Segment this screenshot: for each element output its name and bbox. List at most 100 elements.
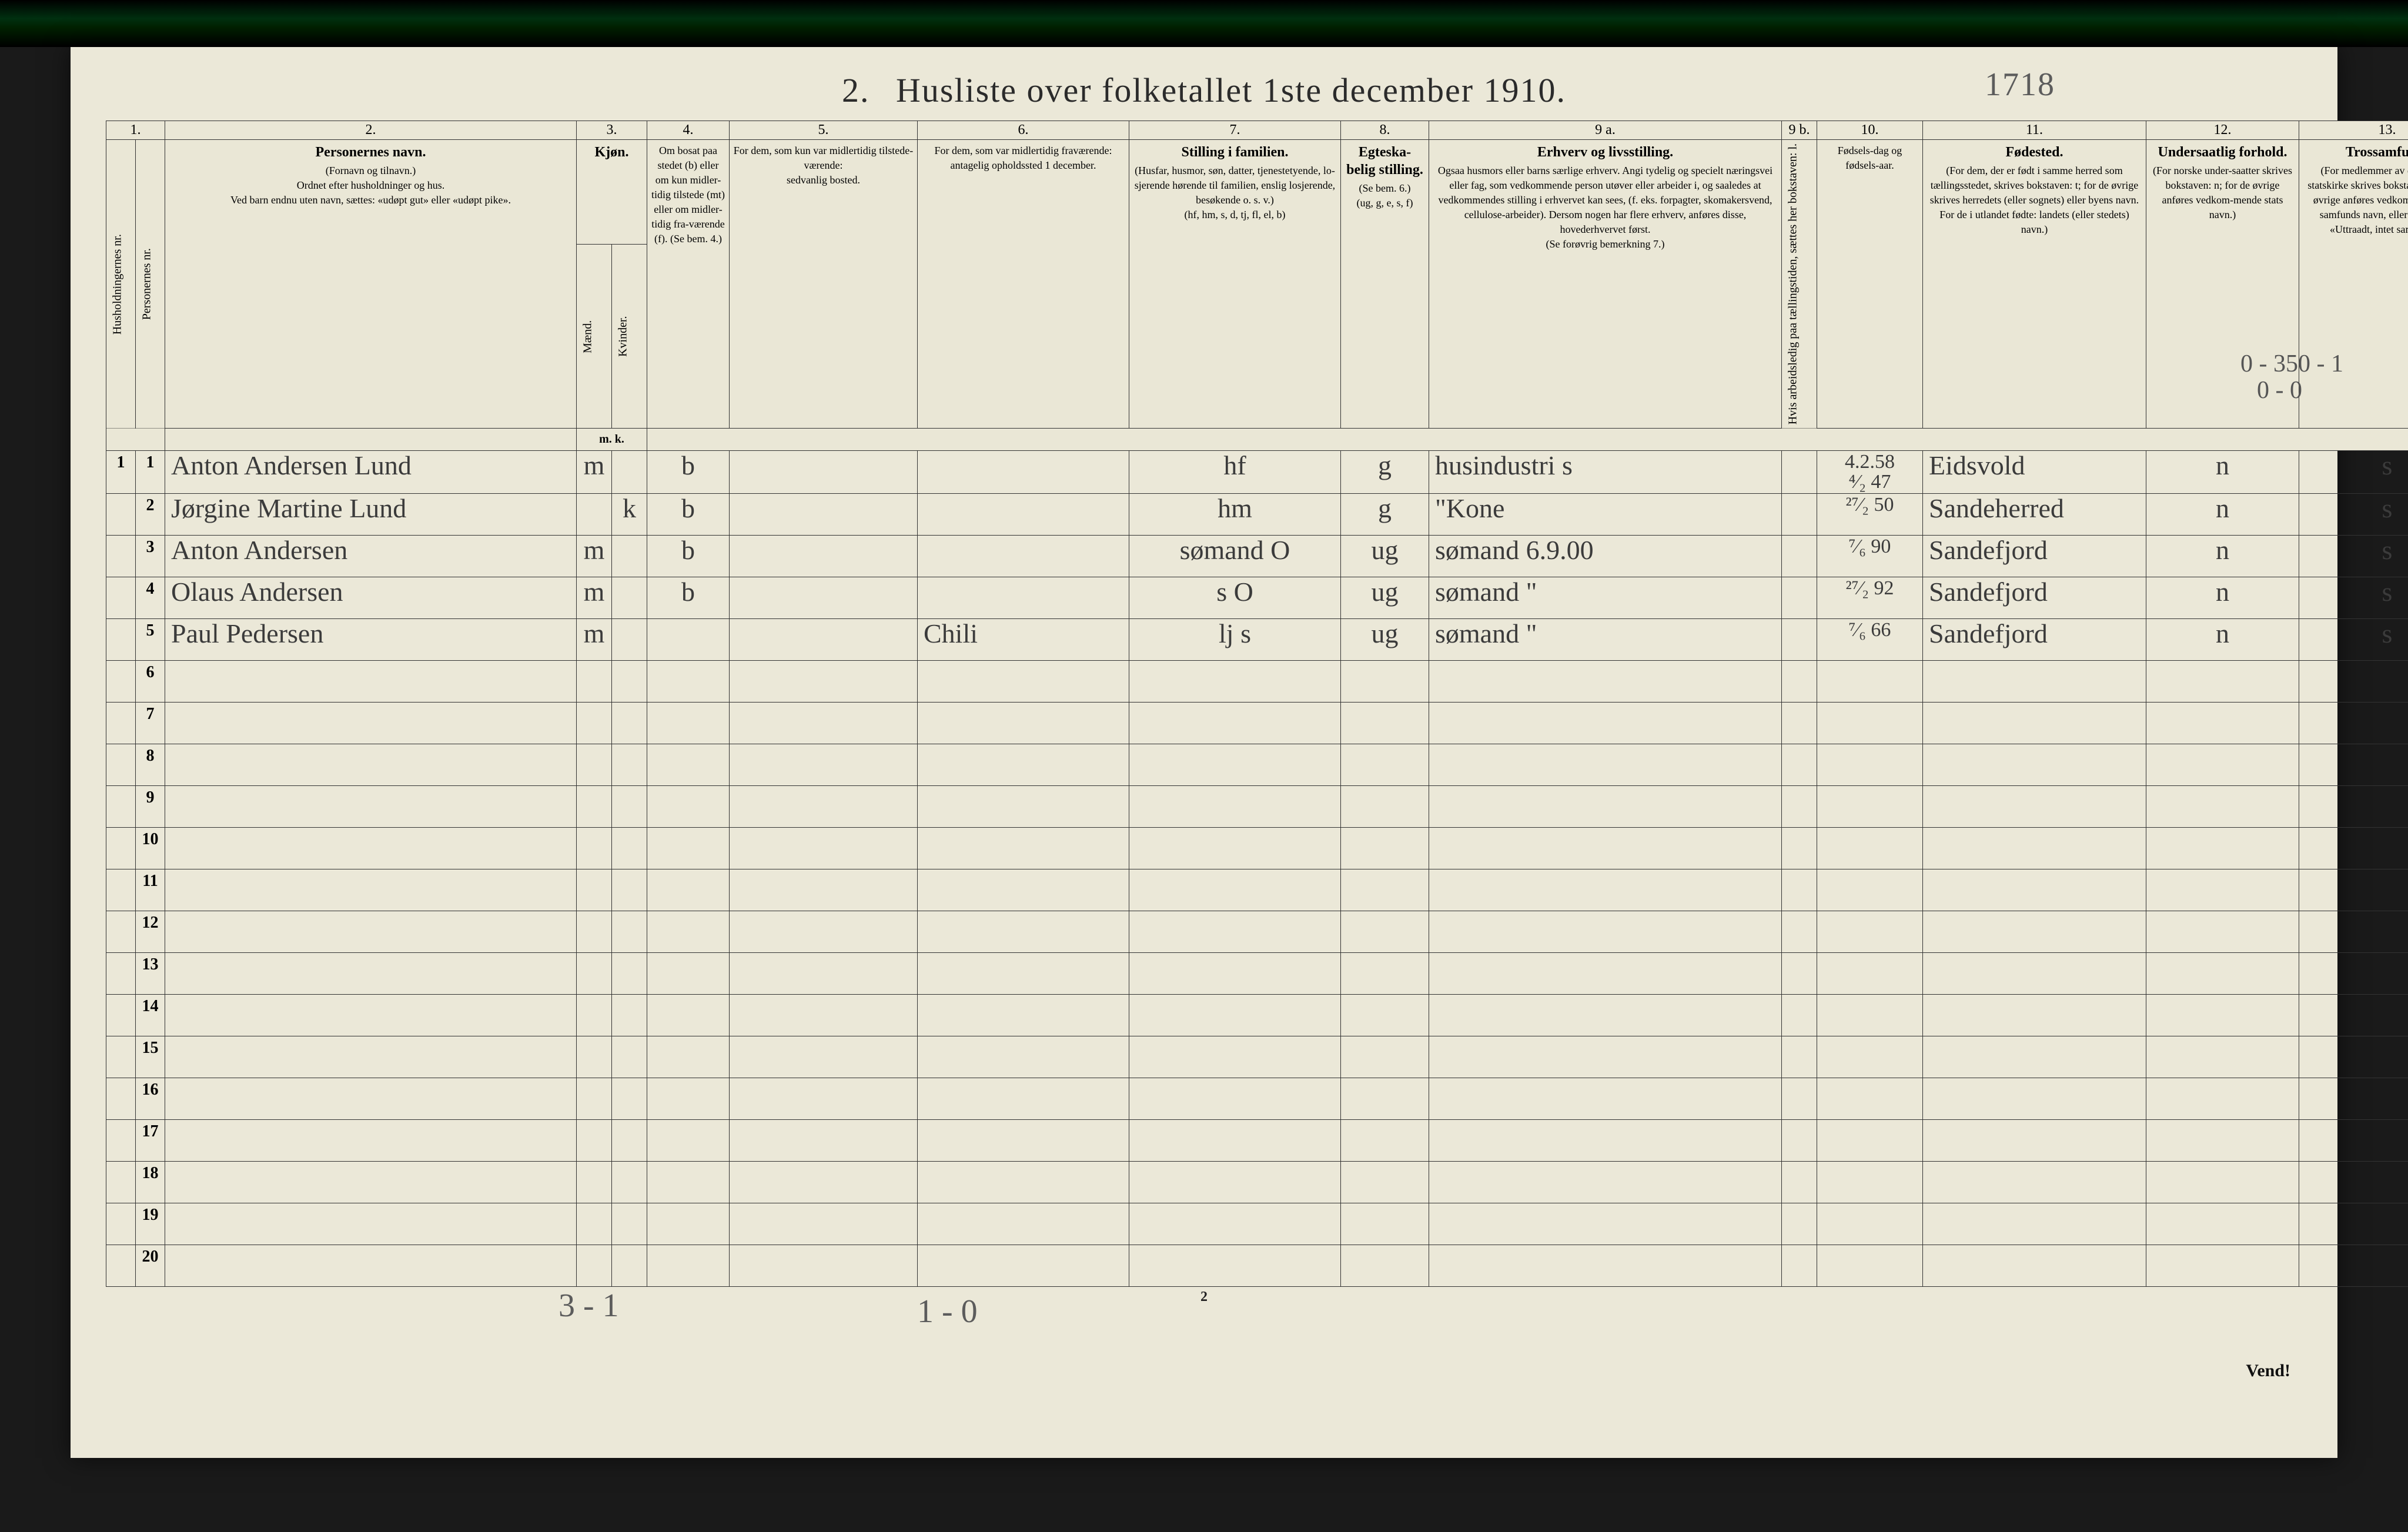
table-cell (730, 911, 918, 953)
table-cell (647, 619, 730, 661)
person-nr: 12 (136, 911, 165, 953)
table-cell (1782, 744, 1817, 786)
table-cell (1817, 1120, 1923, 1162)
table-cell: sømand " (1429, 619, 1782, 661)
table-cell (1782, 995, 1817, 1036)
table-cell (918, 451, 1129, 494)
table-cell (1817, 786, 1923, 828)
table-cell (1782, 536, 1817, 577)
table-cell (730, 869, 918, 911)
table-cell (1782, 619, 1817, 661)
table-cell (612, 911, 647, 953)
table-cell (1429, 661, 1782, 703)
table-cell (1129, 1078, 1341, 1120)
household-nr (106, 577, 136, 619)
person-nr: 17 (136, 1120, 165, 1162)
household-nr (106, 703, 136, 744)
table-cell (647, 1203, 730, 1245)
table-cell (612, 451, 647, 494)
table-cell: s (2299, 451, 2408, 494)
table-row-blank: 14 (106, 995, 2408, 1036)
person-nr: 4 (136, 577, 165, 619)
table-row: 4Olaus Andersenmbs Ougsømand "²⁷⁄₂ 92San… (106, 577, 2408, 619)
person-nr: 3 (136, 536, 165, 577)
table-row-blank: 18 (106, 1162, 2408, 1203)
table-cell (2146, 869, 2299, 911)
table-cell (1817, 703, 1923, 744)
household-nr (106, 1036, 136, 1078)
table-cell (1923, 953, 2146, 995)
table-cell (918, 953, 1129, 995)
table-cell (1782, 911, 1817, 953)
table-row-blank: 15 (106, 1036, 2408, 1078)
table-cell: Paul Pedersen (165, 619, 577, 661)
table-cell: n (2146, 494, 2299, 536)
table-cell: sømand O (1129, 536, 1341, 577)
table-cell (730, 1120, 918, 1162)
table-cell: g (1341, 494, 1429, 536)
table-cell (612, 1078, 647, 1120)
hdr-sex-bold: Kjøn. (580, 143, 643, 161)
table-cell (1341, 1203, 1429, 1245)
hdr-sex-m: Mænd. (577, 245, 612, 429)
person-nr: 2 (136, 494, 165, 536)
table-cell (2146, 1120, 2299, 1162)
table-cell (612, 577, 647, 619)
table-cell: k (612, 494, 647, 536)
table-cell (577, 661, 612, 703)
table-cell (730, 1078, 918, 1120)
table-cell (1429, 953, 1782, 995)
header-row-mk: m. k. (106, 429, 2408, 451)
table-cell (1923, 1162, 2146, 1203)
person-nr: 1 (136, 451, 165, 494)
table-cell: lj s (1129, 619, 1341, 661)
table-cell (2299, 995, 2408, 1036)
secnum-4: 4. (647, 121, 730, 140)
table-cell (1817, 1078, 1923, 1120)
table-cell (1782, 1245, 1817, 1287)
table-cell (1341, 1078, 1429, 1120)
table-cell (1923, 995, 2146, 1036)
table-cell (1429, 1036, 1782, 1078)
person-nr: 18 (136, 1162, 165, 1203)
table-cell (612, 869, 647, 911)
table-cell (1341, 995, 1429, 1036)
table-cell (1129, 869, 1341, 911)
secnum-7: 7. (1129, 121, 1341, 140)
table-cell (612, 703, 647, 744)
footer-vend: Vend! (2246, 1361, 2290, 1381)
hdr-marital: Egteska-belig stilling. (Se bem. 6.) (ug… (1341, 140, 1429, 429)
table-cell (1429, 744, 1782, 786)
hdr-temp-present: For dem, som kun var midlertidig tilsted… (730, 140, 918, 429)
table-cell (1923, 1120, 2146, 1162)
table-cell (1817, 1203, 1923, 1245)
table-cell (647, 1120, 730, 1162)
table-cell (612, 536, 647, 577)
household-nr (106, 1162, 136, 1203)
table-cell (1782, 703, 1817, 744)
secnum-9a: 9 a. (1429, 121, 1782, 140)
table-cell (2299, 953, 2408, 995)
table-cell (612, 1245, 647, 1287)
table-cell (1129, 786, 1341, 828)
table-cell: b (647, 494, 730, 536)
table-cell (1817, 744, 1923, 786)
hdr-residence: Om bosat paa stedet (b) eller om kun mid… (647, 140, 730, 429)
table-cell (1429, 995, 1782, 1036)
hdr-occ-sub: Ogsaa husmors eller barns særlige erhver… (1438, 165, 1772, 250)
person-nr: 7 (136, 703, 165, 744)
table-cell (2146, 1036, 2299, 1078)
table-cell: Olaus Andersen (165, 577, 577, 619)
household-nr (106, 1120, 136, 1162)
hdr-rel-sub: (For medlemmer av den norske statskirke … (2307, 165, 2408, 235)
table-cell (1923, 1245, 2146, 1287)
table-cell (1817, 1162, 1923, 1203)
table-cell (165, 1245, 577, 1287)
table-cell (647, 744, 730, 786)
hdr-unemployed: Hvis arbeidsledig paa tællingstiden, sæt… (1782, 140, 1817, 429)
table-cell: ²⁷⁄₂ 50 (1817, 494, 1923, 536)
table-cell (2146, 1078, 2299, 1120)
table-cell: ⁷⁄₆ 66 (1817, 619, 1923, 661)
table-cell: sømand " (1429, 577, 1782, 619)
table-cell (1782, 1036, 1817, 1078)
